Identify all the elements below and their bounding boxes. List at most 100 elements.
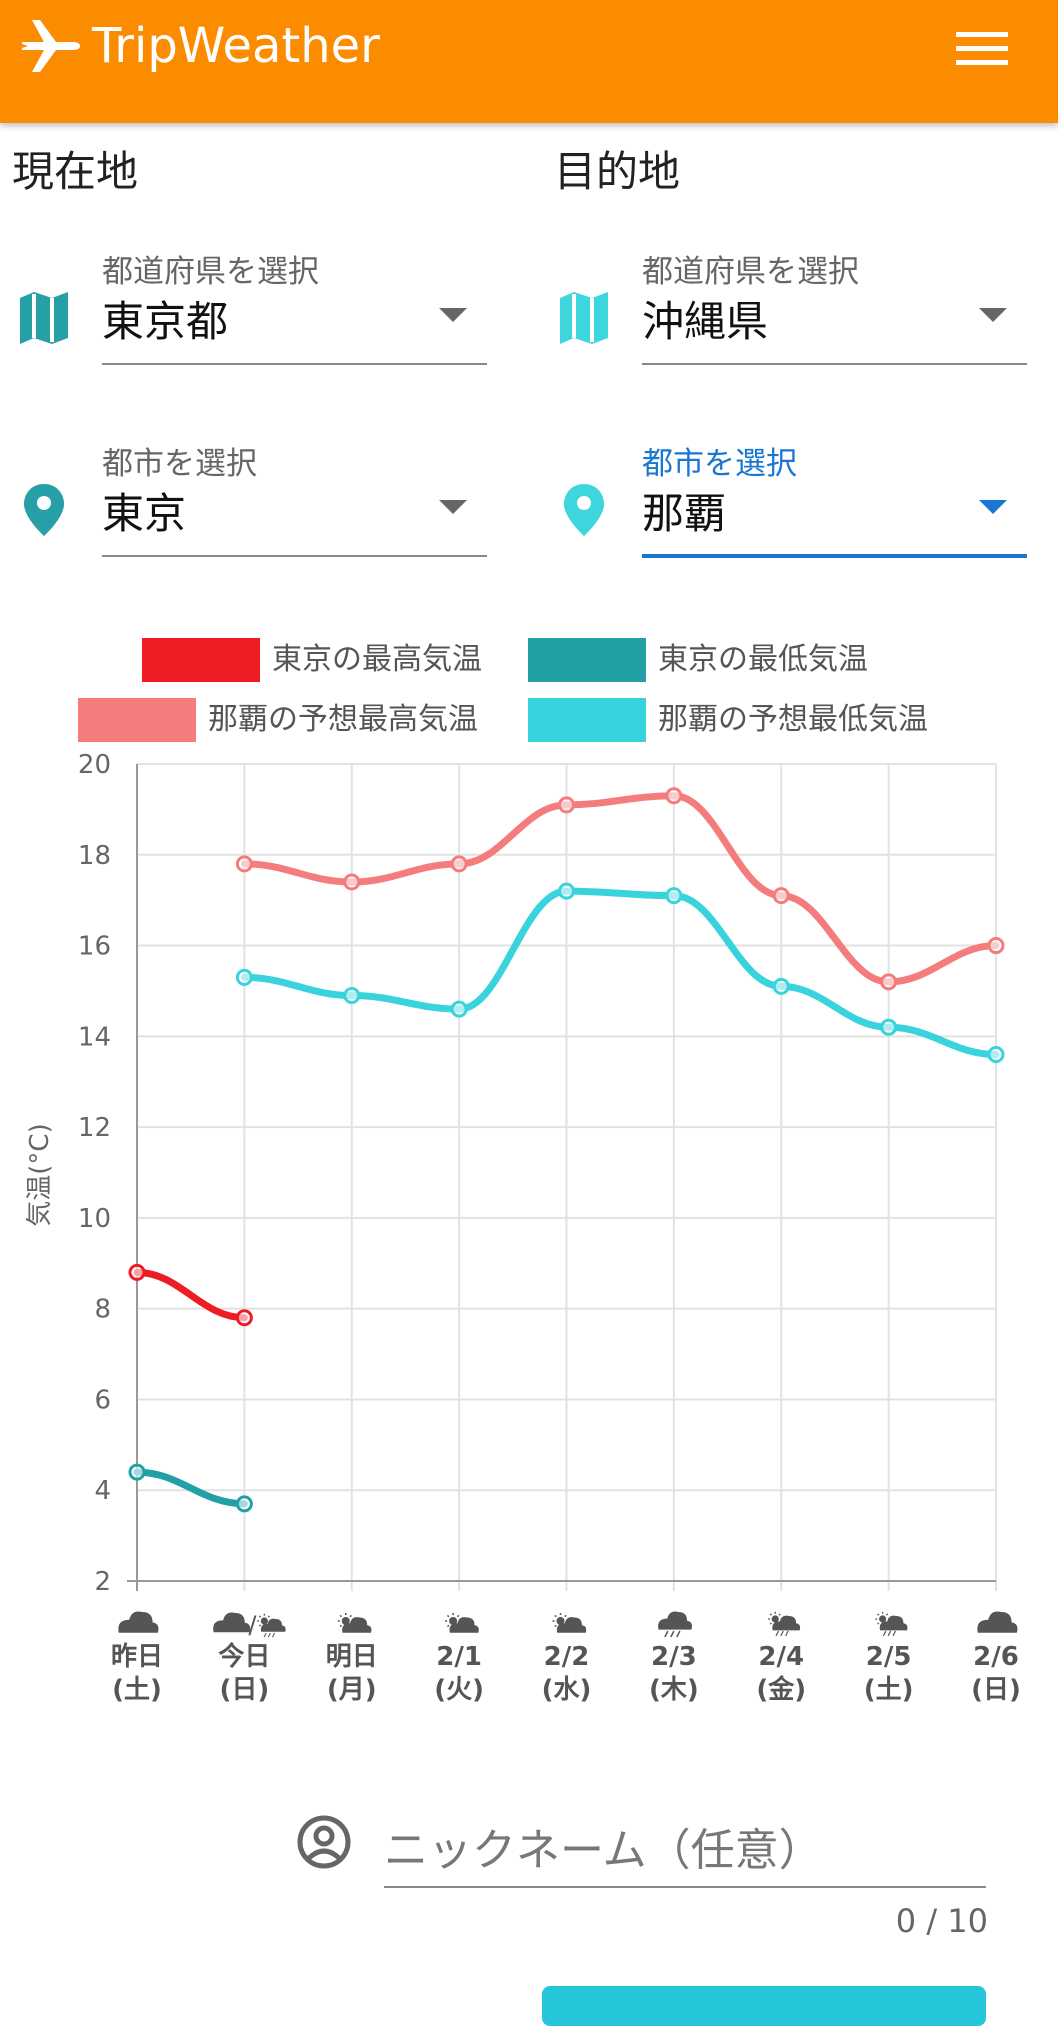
data-point [880, 1018, 898, 1036]
cloud-shape [556, 1617, 587, 1633]
data-point [772, 977, 790, 995]
x-tick-label-date: 昨日 [111, 1642, 163, 1672]
sun-cloud-rain-weather-icon [768, 1611, 801, 1637]
x-tick-label-day: (水) [542, 1675, 592, 1705]
y-tick-label: 18 [78, 841, 111, 871]
x-tick-label-date: 2/4 [758, 1642, 804, 1672]
rain-drop [882, 1630, 887, 1637]
airplane-icon [22, 20, 80, 72]
sun-shape [260, 1617, 268, 1625]
x-tick-label-day: (土) [112, 1675, 162, 1705]
sun-ray [877, 1622, 880, 1625]
cloud-shape [118, 1611, 159, 1633]
app-bar: TripWeather [0, 0, 1058, 123]
rain-drop [892, 1630, 896, 1637]
legend-label: 東京の最高気温 [272, 642, 482, 677]
temperature-chart: 2468101214161820気温(°C)昨日(土)/今日(日)明日(月)2/… [25, 750, 1021, 1705]
series-line [133, 1468, 248, 1508]
current-prefecture-label: 都道府県を選択 [102, 254, 319, 290]
sun-ray [554, 1624, 557, 1628]
sun-ray [258, 1624, 262, 1627]
x-tick-label-day: (火) [434, 1675, 484, 1705]
cloud-shape [879, 1615, 908, 1631]
chevron-down-icon[interactable] [439, 500, 467, 514]
cloud-shape [977, 1611, 1018, 1633]
rain-drop [785, 1630, 789, 1637]
cloud-shape [342, 1617, 372, 1633]
chevron-down-icon[interactable] [979, 500, 1007, 514]
x-tick-label-date: 2/3 [651, 1642, 697, 1672]
nickname-placeholder: ニックネーム（任意） [384, 1825, 823, 1876]
rain-drop [272, 1632, 276, 1638]
data-point [558, 882, 575, 900]
destination-prefecture-select[interactable]: 都道府県を選択 沖縄県 [642, 246, 1027, 366]
x-tick-label-date: 2/1 [436, 1642, 482, 1672]
location-pin-icon [24, 484, 64, 536]
data-point [772, 887, 790, 905]
data-point [558, 796, 575, 814]
sun-shape [771, 1615, 779, 1623]
y-tick-label: 14 [78, 1022, 111, 1052]
rain-drop [780, 1630, 784, 1637]
sun-shape [449, 1617, 458, 1625]
current-city-label: 都市を選択 [102, 446, 257, 482]
nickname-input[interactable]: ニックネーム（任意） [384, 1808, 986, 1890]
data-point [235, 968, 253, 986]
destination-heading: 目的地 [554, 147, 681, 196]
hamburger-menu-icon[interactable] [956, 28, 1008, 68]
x-tick-label-date: 明日 [326, 1642, 378, 1672]
chevron-down-icon[interactable] [979, 308, 1007, 322]
field-underline [102, 363, 487, 365]
sun-ray [446, 1624, 450, 1628]
data-point [343, 873, 361, 891]
sun-ray [769, 1613, 772, 1616]
rain-drop [670, 1630, 675, 1638]
data-point [450, 1000, 468, 1018]
destination-city-select[interactable]: 都市を選択 那覇 [642, 438, 1027, 558]
sun-cloud-weather-icon [337, 1613, 372, 1633]
slash: / [248, 1611, 257, 1639]
destination-city-value: 那覇 [642, 489, 727, 538]
rain-drop [775, 1630, 779, 1637]
sun-ray [877, 1613, 880, 1616]
y-tick-label: 8 [94, 1295, 111, 1325]
current-city-select[interactable]: 都市を選択 東京 [102, 438, 487, 558]
series-line [133, 1268, 248, 1322]
data-point [665, 887, 683, 905]
sun-ray [456, 1614, 460, 1618]
sun-shape [556, 1617, 565, 1625]
y-tick-label: 10 [78, 1204, 111, 1234]
field-underline [642, 554, 1027, 558]
x-tick-label-day: (月) [327, 1675, 377, 1705]
destination-city-label: 都市を選択 [642, 446, 797, 482]
current-location-heading: 現在地 [12, 147, 139, 196]
sun-ray [258, 1615, 262, 1618]
destination-prefecture-label: 都道府県を選択 [642, 254, 859, 290]
sun-ray [885, 1613, 889, 1616]
destination-prefecture-value: 沖縄県 [642, 297, 769, 346]
y-tick-label: 20 [78, 750, 111, 780]
y-tick-label: 16 [78, 932, 111, 962]
sun-ray [349, 1614, 352, 1618]
cloud-shape [658, 1611, 693, 1630]
sun-ray [339, 1614, 343, 1618]
character-counter: 0 / 10 [895, 1902, 988, 1940]
current-city-value: 東京 [102, 489, 187, 538]
rain-drop [676, 1630, 681, 1638]
account-circle-icon [297, 1815, 351, 1869]
sun-ray [267, 1615, 270, 1618]
current-prefecture-select[interactable]: 都道府県を選択 東京都 [102, 246, 487, 366]
x-tick-label-date: 2/2 [544, 1642, 590, 1672]
chevron-down-icon[interactable] [439, 308, 467, 322]
cloudy/sun-rain-weather-icon: / [213, 1611, 286, 1639]
location-pin-icon [564, 484, 604, 536]
legend-swatch [528, 638, 646, 682]
legend-label: 那覇の予想最高気温 [208, 702, 478, 737]
x-tick-label-day: (土) [864, 1675, 914, 1705]
submit-button[interactable] [542, 1986, 986, 2026]
series-line [240, 792, 1000, 986]
data-point [880, 973, 898, 991]
y-axis-title: 気温(°C) [25, 1123, 55, 1226]
y-tick-label: 2 [94, 1567, 111, 1597]
field-underline [384, 1886, 986, 1888]
